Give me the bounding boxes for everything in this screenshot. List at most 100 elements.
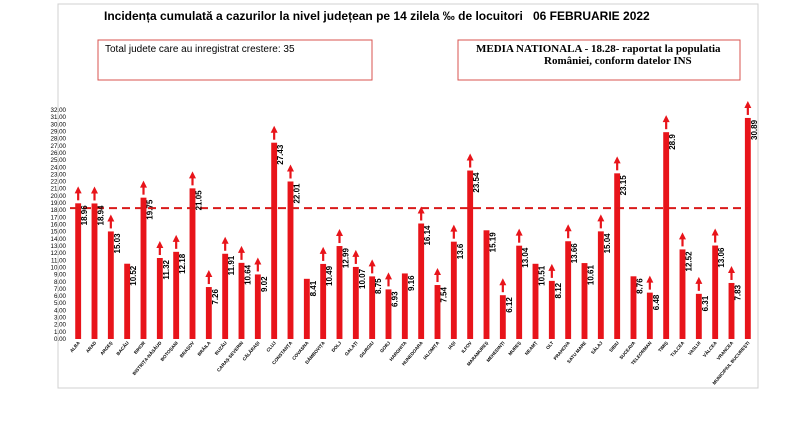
increase-arrow-head bbox=[499, 278, 507, 286]
value-label: 7.26 bbox=[211, 289, 220, 305]
increase-arrow-head bbox=[287, 164, 294, 172]
bars-group bbox=[75, 117, 751, 339]
value-label: 9.16 bbox=[407, 275, 416, 291]
y-tick-label: 32.00 bbox=[51, 107, 67, 114]
y-tick-label: 2.00 bbox=[54, 322, 67, 329]
value-label: 15.04 bbox=[603, 233, 612, 254]
value-label: 8.41 bbox=[309, 280, 318, 296]
value-label: 23.54 bbox=[472, 172, 481, 193]
category-label: CLUJ bbox=[265, 340, 277, 353]
value-label: 8.12 bbox=[554, 282, 563, 298]
bar bbox=[91, 203, 98, 339]
category-label: GALAȚI bbox=[344, 340, 359, 356]
bar bbox=[630, 276, 637, 339]
increase-arrow-head bbox=[417, 206, 425, 214]
increase-arrow-head bbox=[434, 268, 441, 276]
bar bbox=[467, 170, 474, 339]
value-label: 10.61 bbox=[586, 265, 595, 286]
y-tick-label: 15.00 bbox=[51, 229, 67, 236]
value-label: 13.6 bbox=[456, 243, 465, 259]
category-label: ARAD bbox=[85, 340, 98, 354]
y-axis: 0.001.002.003.004.005.006.007.008.009.00… bbox=[51, 107, 67, 343]
category-label: BOTOȘANI bbox=[160, 340, 180, 362]
value-label: 10.52 bbox=[129, 265, 138, 286]
category-label: CĂLĂRAȘI bbox=[241, 340, 262, 363]
increase-arrow-head bbox=[238, 245, 245, 253]
y-tick-label: 31.00 bbox=[51, 114, 67, 121]
value-label: 18.94 bbox=[96, 205, 105, 226]
increase-arrow-head bbox=[319, 246, 327, 254]
y-tick-label: 6.00 bbox=[54, 293, 67, 300]
value-labels-group: 18.96 18.94 15.03 10.52 19.75 11.32 12.18 21.05… bbox=[80, 119, 759, 312]
increase-arrow-head bbox=[205, 270, 213, 278]
category-label: SĂLAJ bbox=[589, 339, 604, 355]
category-label: BRĂILA bbox=[196, 339, 212, 357]
category-label: MUNICIPIUL BUCUREȘTI bbox=[712, 340, 752, 386]
increase-arrow-head bbox=[172, 234, 180, 242]
value-label: 12.18 bbox=[178, 253, 187, 274]
value-label: 22.01 bbox=[292, 183, 301, 204]
bar bbox=[254, 274, 261, 339]
y-tick-label: 1.00 bbox=[54, 329, 67, 336]
category-label: ALBA bbox=[69, 340, 81, 354]
y-tick-label: 26.00 bbox=[51, 150, 67, 157]
value-label: 15.03 bbox=[113, 233, 122, 254]
bar bbox=[548, 280, 555, 339]
value-label: 12.99 bbox=[341, 248, 350, 269]
y-tick-label: 0.00 bbox=[54, 336, 67, 343]
value-label: 30.89 bbox=[750, 119, 759, 140]
increase-arrow-head bbox=[597, 214, 605, 222]
increase-arrow-head bbox=[695, 276, 703, 284]
category-label: NEAMȚ bbox=[524, 340, 538, 356]
bar bbox=[679, 249, 686, 339]
y-tick-label: 29.00 bbox=[51, 128, 67, 135]
bar bbox=[581, 263, 588, 339]
increase-arrow-head bbox=[385, 272, 392, 280]
y-tick-label: 8.00 bbox=[54, 279, 67, 286]
increase-arrow-head bbox=[156, 240, 164, 248]
increase-arrow-head bbox=[352, 249, 360, 257]
category-label: ARGEȘ bbox=[99, 340, 114, 356]
bar bbox=[385, 289, 392, 339]
value-label: 10.07 bbox=[358, 268, 367, 289]
y-tick-label: 21.00 bbox=[51, 186, 67, 193]
y-tick-label: 7.00 bbox=[54, 286, 67, 293]
value-label: 21.05 bbox=[194, 190, 203, 211]
y-tick-label: 28.00 bbox=[51, 136, 67, 143]
bar bbox=[336, 246, 343, 339]
increase-arrow-head bbox=[368, 259, 376, 267]
category-label: BISTRIȚA-NĂSĂUD bbox=[131, 339, 163, 376]
chart-title: Incidența cumulată a cazurilor la nivel … bbox=[104, 9, 523, 23]
increase-arrow-head bbox=[646, 275, 654, 283]
bar bbox=[401, 273, 408, 339]
y-tick-label: 30.00 bbox=[51, 121, 67, 128]
bar bbox=[156, 257, 163, 339]
value-label: 23.15 bbox=[619, 175, 628, 196]
bar bbox=[124, 263, 131, 339]
category-label: GIURGIU bbox=[358, 340, 375, 359]
category-label: VASLUI bbox=[687, 340, 701, 356]
category-label: TIMIȘ bbox=[657, 340, 669, 353]
bar bbox=[597, 231, 604, 339]
info-box-text: Total judete care au inregistrat crester… bbox=[105, 44, 295, 55]
y-tick-label: 11.00 bbox=[51, 257, 67, 264]
bar bbox=[222, 253, 229, 339]
value-label: 19.75 bbox=[145, 199, 154, 220]
increase-arrow-head bbox=[91, 186, 98, 194]
increase-arrow-head bbox=[515, 228, 523, 236]
increase-arrow-head bbox=[189, 171, 196, 179]
y-tick-label: 14.00 bbox=[51, 236, 67, 243]
y-tick-label: 13.00 bbox=[51, 243, 67, 250]
bar bbox=[646, 292, 653, 339]
bar bbox=[173, 251, 180, 339]
increase-arrow-head bbox=[74, 186, 82, 194]
y-tick-label: 3.00 bbox=[54, 315, 67, 322]
bar bbox=[303, 278, 310, 339]
increase-arrow-head bbox=[450, 224, 458, 232]
y-tick-label: 27.00 bbox=[51, 143, 67, 150]
category-label: MUREȘ bbox=[507, 340, 522, 357]
value-label: 15.19 bbox=[488, 232, 497, 253]
bar bbox=[565, 241, 572, 339]
y-tick-label: 20.00 bbox=[51, 193, 67, 200]
